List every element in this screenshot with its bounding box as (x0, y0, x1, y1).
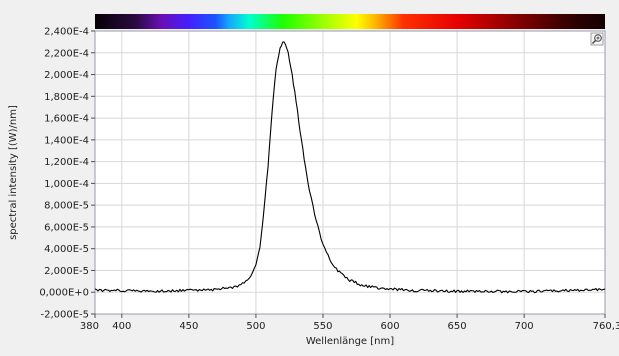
x-tick-label: 500 (246, 321, 265, 332)
y-tick-label: 0,000E+0 (39, 288, 89, 299)
y-tick-label: 6,000E-5 (44, 222, 89, 233)
x-tick-label: 550 (313, 321, 332, 332)
y-tick-label: -2,000E-5 (40, 310, 89, 321)
x-tick-label: 650 (448, 321, 467, 332)
spectrum-color-bar (95, 14, 605, 29)
y-tick-label: 4,000E-5 (44, 244, 89, 255)
y-tick-label: 2,200E-4 (44, 48, 89, 59)
y-tick-label: 1,000E-4 (44, 179, 89, 190)
y-tick-label: 2,400E-4 (44, 27, 89, 38)
x-tick-label: 400 (112, 321, 131, 332)
x-tick-label: 450 (179, 321, 198, 332)
series-line-0 (94, 41, 606, 294)
x-tick-label: 760,3 (593, 321, 619, 332)
y-tick-label: 8,000E-5 (44, 201, 89, 212)
y-tick-label: 2,000E-4 (44, 70, 89, 81)
y-tick-label: 1,600E-4 (44, 114, 89, 125)
magnifier-zoom-icon[interactable] (594, 34, 602, 42)
plot-area (95, 31, 605, 314)
y-tick-label: 1,400E-4 (44, 135, 89, 146)
y-axis-title: spectral intensity [(W)/nm] (8, 105, 19, 240)
y-tick-label: 1,200E-4 (44, 157, 89, 168)
x-tick-label: 600 (380, 321, 399, 332)
y-tick-label: 2,000E-5 (44, 266, 89, 277)
x-tick-label: 700 (515, 321, 534, 332)
magnifier-handle (592, 39, 597, 44)
x-tick-label: 380 (80, 321, 99, 332)
y-tick-label: 1,800E-4 (44, 92, 89, 103)
x-axis-title: Wellenlänge [nm] (306, 336, 394, 347)
plot-border (94, 30, 606, 315)
